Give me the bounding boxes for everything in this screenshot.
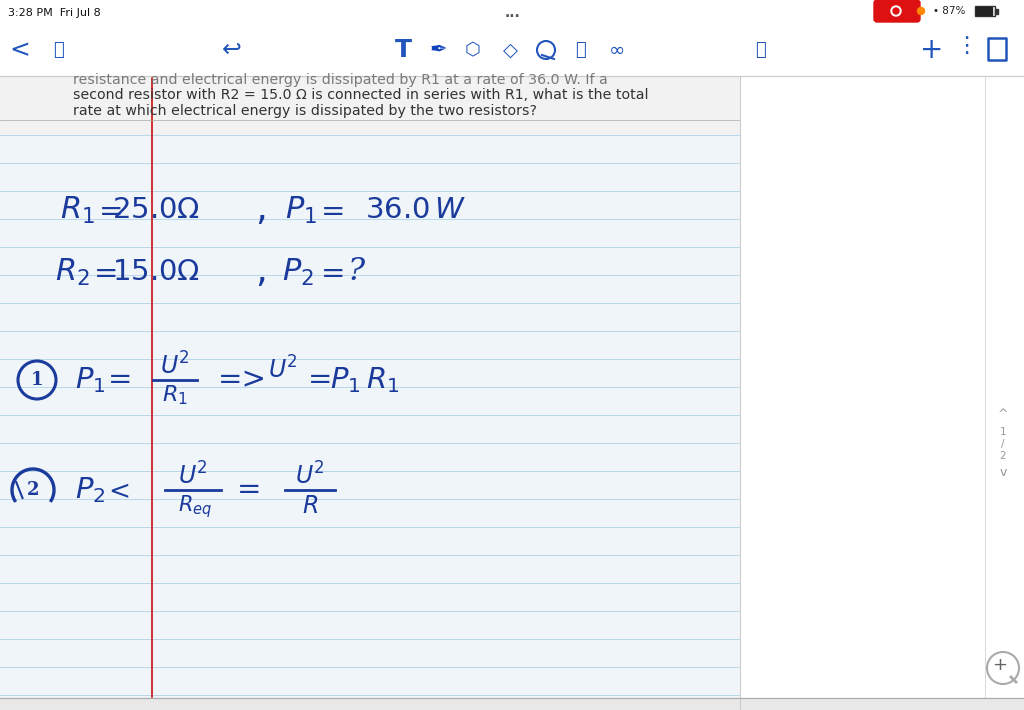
Text: $\mathit{R}_2$: $\mathit{R}_2$ — [55, 256, 90, 288]
Text: 2: 2 — [999, 451, 1007, 461]
Bar — [976, 7, 992, 15]
Bar — [0, 24, 1024, 76]
Text: ◇: ◇ — [503, 40, 517, 60]
Text: ?: ? — [348, 256, 366, 288]
Text: <: < — [9, 38, 31, 62]
Text: <: < — [108, 479, 130, 505]
Text: $\mathit{R}$: $\mathit{R}$ — [302, 494, 318, 518]
Text: ∞: ∞ — [609, 40, 625, 60]
Text: $\mathit{R}_1$: $\mathit{R}_1$ — [162, 383, 188, 407]
Text: ,: , — [255, 192, 267, 228]
Text: 2: 2 — [27, 481, 39, 499]
Text: v: v — [999, 466, 1007, 479]
Text: +: + — [921, 36, 944, 64]
Text: $=$: $=$ — [93, 196, 122, 224]
Text: $25.0\Omega$: $25.0\Omega$ — [112, 196, 200, 224]
Text: $\mathit{U}^2$: $\mathit{U}^2$ — [160, 352, 189, 380]
Circle shape — [987, 652, 1019, 684]
Text: resistance and electrical energy is dissipated by R1 at a rate of 36.0 W. If a: resistance and electrical energy is diss… — [73, 73, 608, 87]
FancyBboxPatch shape — [874, 0, 920, 22]
Text: $\mathit{U}^2$: $\mathit{U}^2$ — [268, 356, 298, 383]
Text: ✋: ✋ — [575, 41, 587, 59]
Text: =>: => — [218, 366, 267, 394]
Text: $36.0\,W$: $36.0\,W$ — [365, 196, 466, 224]
Text: ⋮: ⋮ — [954, 36, 977, 56]
Text: =: = — [108, 366, 132, 394]
Bar — [995, 9, 997, 13]
Bar — [988, 38, 1006, 60]
Bar — [0, 698, 1024, 710]
Circle shape — [893, 8, 899, 14]
Text: $\mathit{P}_2$: $\mathit{P}_2$ — [75, 475, 105, 505]
Text: ...: ... — [504, 6, 520, 20]
Bar — [740, 76, 1024, 710]
Text: +: + — [992, 656, 1008, 674]
Text: $\mathit{R}_{eq}$: $\mathit{R}_{eq}$ — [178, 493, 212, 520]
Text: $=$: $=$ — [88, 258, 117, 286]
Text: $\mathit{P}_1$: $\mathit{P}_1$ — [285, 195, 317, 226]
Text: ⎋: ⎋ — [52, 41, 63, 59]
Circle shape — [891, 6, 901, 16]
Text: 🎙: 🎙 — [755, 41, 765, 59]
Text: ,: , — [255, 254, 267, 290]
Text: $\mathit{P}_2$: $\mathit{P}_2$ — [282, 256, 314, 288]
Text: $\mathit{U}^2$: $\mathit{U}^2$ — [178, 462, 208, 490]
Circle shape — [918, 8, 925, 14]
Text: $\mathit{R}_1$: $\mathit{R}_1$ — [60, 195, 95, 226]
Text: /: / — [1001, 439, 1005, 449]
Text: 1: 1 — [31, 371, 43, 389]
Text: $=$: $=$ — [315, 258, 344, 286]
Text: ✒: ✒ — [429, 40, 446, 60]
Text: $15.0\Omega$: $15.0\Omega$ — [112, 258, 200, 286]
Text: 1: 1 — [999, 427, 1007, 437]
Text: =: = — [237, 476, 261, 504]
Text: ⬡: ⬡ — [465, 41, 481, 59]
Text: $\mathit{P}_1\,\mathit{R}_1$: $\mathit{P}_1\,\mathit{R}_1$ — [330, 365, 399, 395]
Bar — [975, 6, 995, 16]
Text: $\mathit{U}^2$: $\mathit{U}^2$ — [295, 462, 325, 490]
Text: • 87%: • 87% — [933, 6, 966, 16]
Text: 3:28 PM  Fri Jul 8: 3:28 PM Fri Jul 8 — [8, 8, 100, 18]
Text: second resistor with R2 = 15.0 Ω is connected in series with R1, what is the tot: second resistor with R2 = 15.0 Ω is conn… — [73, 88, 648, 102]
Bar — [0, 0, 1024, 24]
Text: T: T — [394, 38, 412, 62]
Bar — [0, 76, 1024, 134]
Text: rate at which electrical energy is dissipated by the two resistors?: rate at which electrical energy is dissi… — [73, 104, 537, 118]
Text: $\mathit{P}_1$: $\mathit{P}_1$ — [75, 365, 105, 395]
Text: =: = — [308, 366, 333, 394]
Text: ^: ^ — [997, 408, 1009, 422]
Text: ↩: ↩ — [222, 38, 242, 62]
Text: $=$: $=$ — [315, 196, 344, 224]
